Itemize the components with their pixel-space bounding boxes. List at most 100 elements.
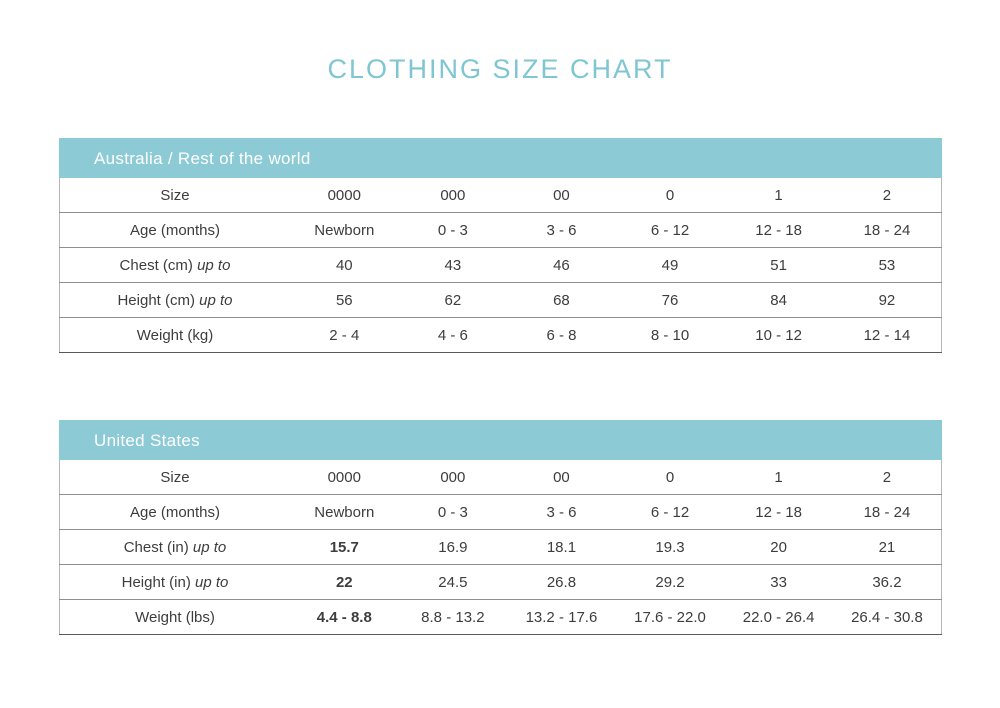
table-cell: 0 - 3 <box>398 494 508 530</box>
row-label: Weight (lbs) <box>59 599 290 635</box>
table-cell: 1 <box>724 460 833 495</box>
table-cell: 2 - 4 <box>290 317 399 353</box>
table-cell: 6 - 12 <box>615 494 725 530</box>
table-row: Height (cm) up to 56 62 68 76 84 92 <box>59 282 942 318</box>
table-cell: 49 <box>615 247 725 283</box>
table-cell: 26.8 <box>507 564 616 600</box>
table-cell: 33 <box>724 564 833 600</box>
table-row: Size 0000 000 00 0 1 2 <box>59 178 942 213</box>
table-cell: 16.9 <box>398 529 508 565</box>
row-label-text: Age (months) <box>129 221 221 239</box>
table-cell: 26.4 - 30.8 <box>832 599 942 635</box>
table-cell: 8 - 10 <box>615 317 725 353</box>
table-cell: 20 <box>724 529 833 565</box>
row-label-text: Size <box>160 468 190 486</box>
table-cell: 46 <box>507 247 616 283</box>
row-label: Size <box>59 460 290 495</box>
table-cell: 62 <box>398 282 508 318</box>
row-label-italic-suffix: up to <box>192 538 227 556</box>
table-cell: Newborn <box>290 494 399 530</box>
size-table-australia: Australia / Rest of the world Size 0000 000… <box>59 138 942 353</box>
row-label-text: Chest (in) <box>123 538 189 556</box>
table-cell: 2 <box>832 460 942 495</box>
table-cell: 18 - 24 <box>832 494 942 530</box>
table-cell: 18 - 24 <box>832 212 942 248</box>
row-label: Height (cm) up to <box>59 282 290 318</box>
table-cell: 92 <box>832 282 942 318</box>
table-row: Weight (lbs) 4.4 - 8.8 8.8 - 13.2 13.2 - 17… <box>59 599 942 635</box>
table-cell: 24.5 <box>398 564 508 600</box>
table-cell: 17.6 - 22.0 <box>615 599 725 635</box>
row-label-text: Weight (lbs) <box>135 608 215 626</box>
size-table-united-states: United States Size 0000 000 00 0 1 2 Age (months… <box>59 420 942 635</box>
table-cell: 6 - 12 <box>615 212 725 248</box>
table-cell: 43 <box>398 247 508 283</box>
table-cell: 12 - 18 <box>724 494 833 530</box>
table-cell: 6 - 8 <box>507 317 616 353</box>
size-table-grid: Size 0000 000 00 0 1 2 Age (months) Newborn 0 - 3… <box>59 178 942 353</box>
table-row: Size 0000 000 00 0 1 2 <box>59 460 942 495</box>
table-header-label: United States <box>94 431 200 450</box>
table-cell: 4 - 6 <box>398 317 508 353</box>
table-cell: 19.3 <box>615 529 725 565</box>
table-cell: 51 <box>724 247 833 283</box>
table-cell: 00 <box>507 460 616 495</box>
size-table-grid: Size 0000 000 00 0 1 2 Age (months) Newborn 0 - 3… <box>59 460 942 635</box>
table-header-band: Australia / Rest of the world <box>59 138 942 178</box>
row-label-text: Height (in) <box>121 573 191 591</box>
table-header-band: United States <box>59 420 942 460</box>
row-label-italic-suffix: up to <box>197 256 231 274</box>
table-cell: 18.1 <box>507 529 616 565</box>
row-label: Age (months) <box>59 212 290 248</box>
table-row: Chest (cm) up to 40 43 46 49 51 53 <box>59 247 942 283</box>
row-label-text: Size <box>160 186 190 204</box>
table-cell: 0000 <box>290 460 399 495</box>
table-cell: 56 <box>290 282 399 318</box>
row-label: Chest (cm) up to <box>59 247 290 283</box>
table-cell: 53 <box>832 247 942 283</box>
table-cell: 3 - 6 <box>507 494 616 530</box>
row-label: Size <box>59 178 290 213</box>
table-cell: 10 - 12 <box>724 317 833 353</box>
table-cell: 000 <box>398 460 508 495</box>
table-cell: 2 <box>832 178 942 213</box>
row-label-text: Weight (kg) <box>136 326 214 344</box>
row-label-text: Chest (cm) <box>119 256 193 274</box>
table-cell: 00 <box>507 178 616 213</box>
row-label: Weight (kg) <box>59 317 290 353</box>
table-cell: 84 <box>724 282 833 318</box>
row-label: Height (in) up to <box>59 564 290 600</box>
row-label: Chest (in) up to <box>59 529 290 565</box>
row-label-text: Height (cm) <box>117 291 195 309</box>
table-row: Chest (in) up to 15.7 16.9 18.1 19.3 20 21 <box>59 529 942 565</box>
row-label: Age (months) <box>59 494 290 530</box>
row-label-italic-suffix: up to <box>199 291 233 309</box>
table-cell: 13.2 - 17.6 <box>507 599 616 635</box>
table-cell: 36.2 <box>832 564 942 600</box>
table-cell: 0 <box>615 460 725 495</box>
page-title: CLOTHING SIZE CHART <box>327 54 673 84</box>
table-cell: 29.2 <box>615 564 725 600</box>
table-cell: 68 <box>507 282 616 318</box>
table-cell: 4.4 - 8.8 <box>290 599 399 635</box>
table-header-label: Australia / Rest of the world <box>94 149 311 168</box>
table-cell: 1 <box>724 178 833 213</box>
row-label-italic-suffix: up to <box>195 573 229 591</box>
table-cell: 12 - 14 <box>832 317 942 353</box>
table-cell: 21 <box>832 529 942 565</box>
table-cell: 8.8 - 13.2 <box>398 599 508 635</box>
table-cell: 0000 <box>290 178 399 213</box>
table-cell: 40 <box>290 247 399 283</box>
table-cell: 0 <box>615 178 725 213</box>
table-row: Height (in) up to 22 24.5 26.8 29.2 33 36.2 <box>59 564 942 600</box>
table-cell: Newborn <box>290 212 399 248</box>
table-cell: 12 - 18 <box>724 212 833 248</box>
row-label-text: Age (months) <box>129 503 221 521</box>
table-cell: 22.0 - 26.4 <box>724 599 833 635</box>
table-cell: 22 <box>290 564 399 600</box>
table-cell: 000 <box>398 178 508 213</box>
table-cell: 3 - 6 <box>507 212 616 248</box>
